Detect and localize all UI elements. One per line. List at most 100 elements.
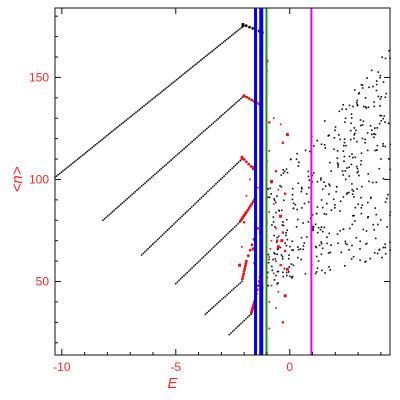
branch-point (197, 199, 200, 202)
branch-point (169, 226, 172, 229)
black-point (279, 184, 281, 187)
branch-point (196, 136, 199, 139)
branch-point (209, 249, 212, 252)
black-point (298, 161, 300, 164)
branch-point (102, 137, 105, 140)
branch-point (166, 229, 169, 232)
black-point (362, 228, 365, 231)
black-point (350, 113, 353, 115)
black-point (368, 86, 370, 89)
black-point (279, 246, 282, 249)
black-point (382, 145, 384, 147)
branch-point (231, 167, 234, 170)
branch-point (131, 114, 134, 116)
black-point (327, 135, 330, 137)
black-point (377, 71, 379, 73)
black-point (276, 195, 278, 197)
branch-point (217, 301, 220, 304)
black-point (320, 242, 323, 245)
black-point (387, 158, 390, 160)
black-point (377, 95, 380, 98)
black-point (349, 129, 352, 132)
black-point (386, 226, 388, 228)
branch-point (234, 164, 237, 167)
branch-point (234, 286, 237, 289)
branch-point (167, 85, 170, 88)
black-point (284, 242, 286, 245)
black-point (365, 107, 368, 109)
branch-point (168, 160, 171, 163)
red-point (280, 239, 284, 243)
branch-point (93, 145, 95, 148)
branch-point (214, 120, 216, 123)
branch-point (229, 169, 232, 171)
branch-point (152, 175, 155, 177)
black-point (367, 216, 369, 219)
black-point (320, 143, 323, 146)
black-point (382, 81, 385, 83)
black-point (374, 133, 377, 136)
black-point (304, 272, 307, 275)
red-point (268, 121, 271, 124)
branch-point (144, 182, 147, 185)
red-point (279, 264, 282, 267)
branch-point (250, 202, 254, 206)
branch-point (228, 333, 231, 336)
black-point (282, 271, 284, 274)
branch-point (122, 121, 124, 124)
black-point (348, 166, 350, 169)
black-point (326, 202, 328, 205)
black-point (268, 196, 271, 198)
black-point (372, 223, 375, 226)
branch-point (174, 221, 177, 224)
branch-point (241, 277, 244, 281)
black-point (374, 127, 376, 129)
branch-point (197, 134, 200, 137)
black-point (316, 231, 319, 234)
black-point (344, 121, 346, 123)
black-point (359, 119, 362, 121)
black-point (316, 267, 319, 269)
black-point (384, 57, 387, 60)
black-point (302, 245, 305, 247)
black-point (281, 224, 284, 226)
branch-point (202, 130, 205, 133)
black-point (276, 236, 279, 239)
y-tick-label: 100 (29, 172, 49, 186)
red-point (245, 194, 248, 197)
branch-point (168, 227, 171, 230)
black-point (336, 186, 338, 188)
black-point (348, 104, 351, 107)
branch-point (147, 247, 150, 250)
black-point (366, 77, 368, 79)
branch-point (179, 150, 182, 153)
branch-point (155, 240, 158, 243)
branch-point (251, 27, 255, 30)
black-point (363, 105, 365, 108)
branch-point (160, 235, 162, 238)
branch-point (210, 187, 213, 190)
black-point (355, 237, 358, 239)
branch-point (223, 112, 226, 114)
branch-point (241, 280, 243, 283)
black-point (332, 198, 335, 201)
branch-point (240, 97, 242, 100)
branch-point (62, 170, 64, 172)
red-point (285, 133, 289, 137)
branch-point (114, 207, 117, 210)
branch-point (186, 210, 188, 213)
black-point (271, 269, 274, 272)
red-point (276, 245, 280, 249)
black-point (344, 265, 346, 267)
black-point (380, 158, 382, 160)
branch-point (99, 140, 102, 142)
black-point (352, 105, 354, 108)
branch-point (209, 124, 211, 127)
black-point (281, 209, 283, 212)
branch-point (178, 279, 181, 282)
branch-point (124, 199, 127, 202)
branch-point (185, 71, 188, 73)
black-point (339, 230, 341, 232)
branch-point (224, 39, 227, 42)
black-point (267, 196, 269, 199)
